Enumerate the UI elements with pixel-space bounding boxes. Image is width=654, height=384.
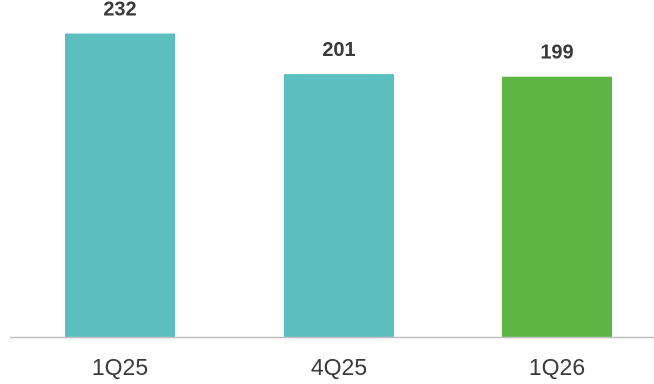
bars-group bbox=[65, 33, 612, 337]
x-tick-labels-group: 1Q25 4Q25 1Q26 bbox=[92, 354, 585, 380]
data-label-1q26: 199 bbox=[540, 42, 573, 64]
data-label-1q25: 232 bbox=[103, 0, 136, 21]
bar-4q25 bbox=[284, 74, 394, 337]
x-tick-label-4q25: 4Q25 bbox=[311, 354, 367, 380]
value-labels-group: 232 201 199 bbox=[103, 0, 573, 64]
x-tick-label-1q25: 1Q25 bbox=[92, 354, 148, 380]
data-label-4q25: 201 bbox=[322, 39, 355, 61]
bar-1q25 bbox=[65, 33, 175, 337]
x-tick-label-1q26: 1Q26 bbox=[529, 354, 585, 380]
bar-1q26 bbox=[502, 76, 612, 337]
